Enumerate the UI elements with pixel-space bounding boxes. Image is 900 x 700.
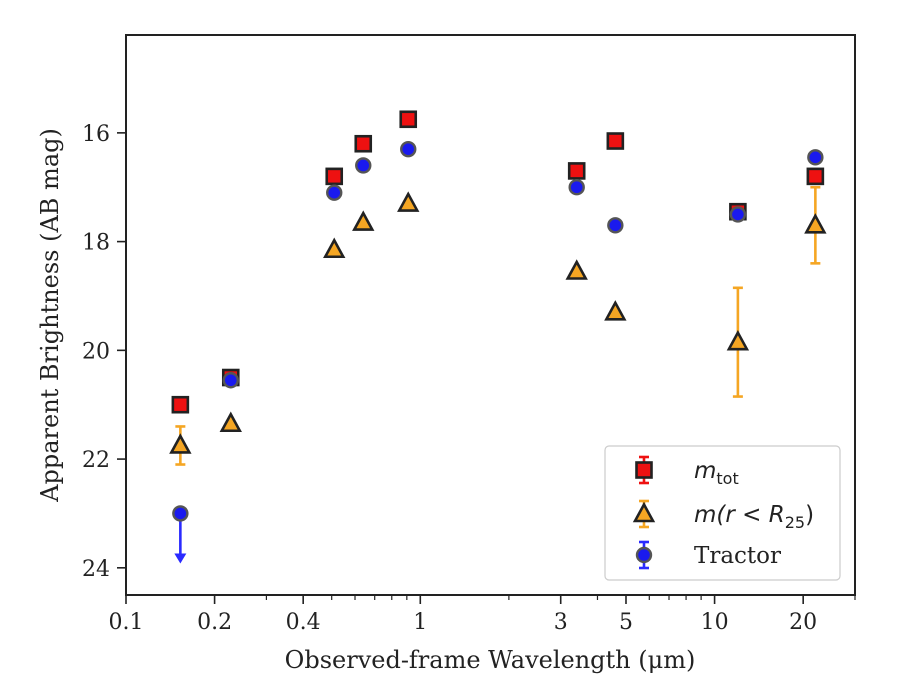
series-triangle [169, 185, 827, 466]
x-tick-label: 5 [619, 610, 633, 635]
series-square [171, 110, 825, 414]
data-marks [169, 110, 827, 564]
legend-label-main: m(r < R [694, 502, 785, 528]
plot-frame [125, 34, 856, 596]
data-point-triangle [352, 210, 375, 231]
y-axis-label: Apparent Brightness (AB mag) [36, 128, 64, 503]
legend-box [604, 445, 841, 581]
x-tick-label: 3 [554, 610, 568, 635]
series-circle [172, 140, 824, 564]
y-tick-label: 22 [82, 448, 110, 473]
data-point-square [399, 110, 418, 129]
y-axis: 16 18 20 22 24 [82, 122, 126, 582]
data-point-circle [400, 140, 417, 158]
data-point-triangle [726, 329, 750, 351]
y-tick-label: 16 [82, 122, 110, 147]
legend: mtot m(r < R25) Tractor [604, 445, 841, 581]
data-point-square [171, 395, 190, 414]
data-point-circle [568, 179, 585, 196]
legend-label: m(r < R25) [694, 502, 814, 532]
x-axis-label: Observed-frame Wavelength (μm) [285, 646, 696, 674]
legend-label: Tractor [694, 543, 781, 569]
x-tick-label: 1 [413, 610, 427, 635]
legend-label-main: m [694, 458, 716, 484]
legend-label-subscript: 25 [785, 513, 805, 532]
x-tick-label: 0.1 [109, 610, 144, 635]
data-point-circle [607, 217, 624, 234]
data-point-square [606, 132, 625, 150]
data-point-circle [222, 372, 239, 389]
y-tick-label: 24 [82, 557, 110, 582]
data-point-square [806, 167, 825, 186]
data-point-circle [729, 206, 747, 223]
legend-marker-triangle [632, 501, 656, 523]
legend-marker-circle [635, 546, 653, 564]
x-tick-label: 0.4 [286, 610, 321, 635]
data-point-circle [172, 505, 189, 522]
legend-label-subscript: tot [716, 469, 738, 488]
data-point-triangle [169, 433, 192, 454]
x-tick-label: 10 [701, 610, 729, 635]
y-tick-label: 20 [82, 339, 110, 364]
data-point-square [567, 162, 586, 180]
data-point-triangle [397, 191, 420, 212]
legend-marker-square [635, 461, 653, 479]
y-tick-label: 18 [82, 231, 110, 256]
data-point-triangle [219, 411, 242, 433]
data-point-square [325, 167, 344, 186]
x-tick-label: 0.2 [197, 610, 232, 635]
data-point-circle [355, 157, 372, 174]
data-point-triangle [323, 237, 346, 259]
upper-limit-arrowhead [174, 553, 187, 564]
legend-label-main: Tractor [694, 543, 781, 569]
data-point-triangle [804, 213, 827, 234]
data-point-circle [807, 149, 824, 166]
x-tick-label: 20 [789, 610, 817, 635]
data-point-square [354, 134, 373, 153]
data-point-circle [326, 184, 343, 201]
legend-label: mtot [694, 458, 739, 488]
data-point-triangle [565, 259, 588, 280]
legend-label-tail: ) [805, 502, 814, 528]
x-axis: 0.1 0.2 0.4 1 3 5 10 20 [109, 595, 856, 635]
data-point-triangle [604, 300, 627, 321]
